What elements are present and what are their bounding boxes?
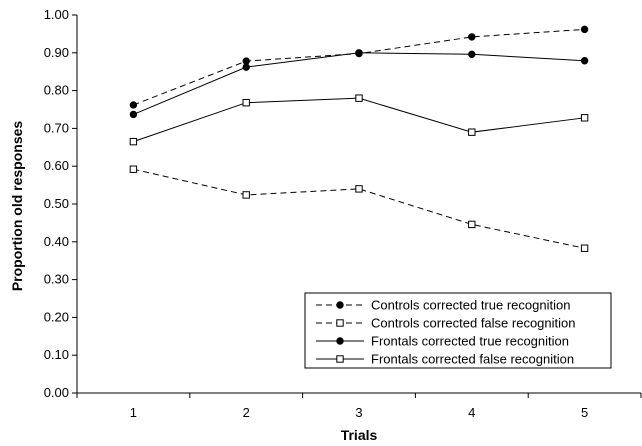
y-axis-title: Proportion old responses [9, 121, 25, 292]
y-tick-label: 0.90 [44, 45, 69, 60]
series-2 [129, 165, 589, 252]
y-tick-label: 0.60 [44, 158, 69, 173]
legend-label: Frontals corrected true recognition [371, 334, 569, 349]
data-point [580, 57, 589, 65]
data-point [129, 137, 138, 146]
y-tick-label: 0.80 [44, 83, 69, 98]
legend-label: Frontals corrected false recognition [371, 352, 574, 367]
data-point [242, 57, 250, 65]
legend-swatch-marker [336, 337, 344, 345]
series-layer [129, 25, 589, 252]
data-point [355, 49, 363, 57]
data-point [468, 128, 476, 136]
data-point [242, 191, 250, 199]
legend-swatch-marker [336, 301, 344, 309]
y-tick-label: 0.10 [44, 347, 69, 362]
series-line [133, 97, 585, 143]
y-tick-label: 0.70 [44, 120, 69, 135]
y-tick-label: 0.00 [44, 385, 69, 400]
data-point [242, 98, 250, 107]
data-point [129, 101, 138, 109]
x-tick-label: 1 [130, 405, 137, 420]
data-point [129, 110, 138, 119]
x-tick-label: 2 [243, 405, 250, 420]
legend-swatch-marker [336, 355, 344, 363]
data-point [580, 25, 589, 34]
x-tick-label: 4 [468, 405, 475, 420]
ticks: 0.00 0.10 0.20 0.30 0.40 0.50 0.60 0.70 0.80 0.90… [44, 7, 642, 420]
data-point [242, 63, 250, 71]
data-point [355, 94, 363, 102]
legend-label: Controls corrected false recognition [371, 316, 576, 331]
legend-item-4: Frontals corrected false recognition [316, 352, 574, 367]
data-point [468, 220, 476, 229]
x-axis-title: Trials [341, 427, 378, 443]
legend-item-2: Controls corrected false recognition [316, 316, 576, 331]
data-point [129, 165, 138, 173]
data-point [355, 185, 363, 193]
y-tick-label: 0.40 [44, 234, 69, 249]
data-point [468, 50, 476, 59]
series-3 [129, 49, 589, 119]
x-tick-label: 5 [581, 405, 588, 420]
data-point [468, 33, 476, 41]
series-line [133, 168, 585, 249]
legend-label: Controls corrected true recognition [371, 298, 570, 313]
series-line [133, 52, 585, 115]
series-4 [129, 94, 589, 146]
series-line [133, 28, 585, 106]
y-tick-label: 0.20 [44, 309, 69, 324]
x-tick-label: 3 [355, 405, 362, 420]
data-point [580, 114, 589, 122]
y-tick-label: 0.50 [44, 196, 69, 211]
legend-item-3: Frontals corrected true recognition [316, 334, 569, 349]
legend-swatch-marker [336, 319, 344, 327]
data-point [580, 244, 589, 252]
legend: Controls corrected true recognition Contr… [304, 292, 612, 369]
legend-item-1: Controls corrected true recognition [316, 298, 570, 313]
y-tick-label: 0.30 [44, 272, 69, 287]
y-tick-label: 1.00 [44, 7, 69, 22]
